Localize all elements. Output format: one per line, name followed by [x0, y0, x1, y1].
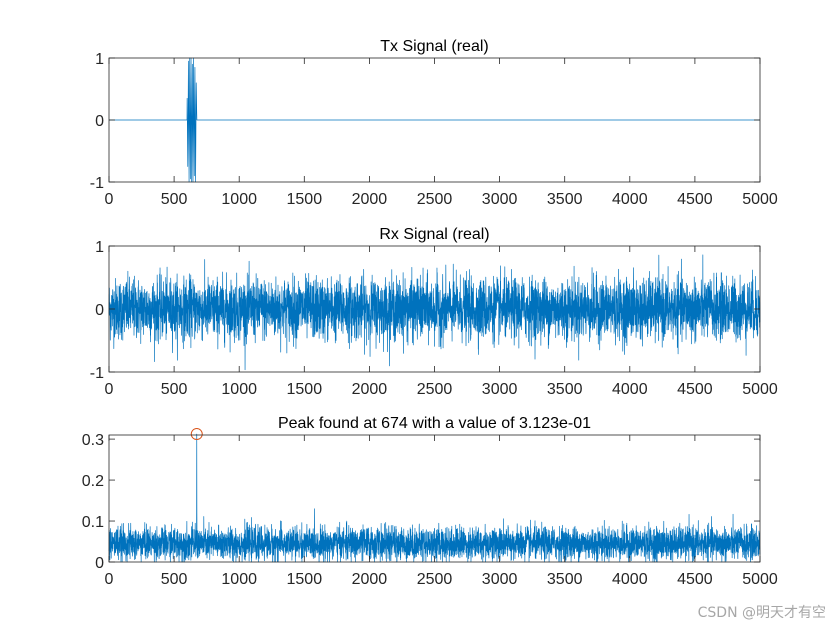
y-tick-label: 0 — [95, 113, 104, 130]
x-tick-label: 1000 — [221, 381, 257, 398]
x-tick-label: 1500 — [287, 571, 323, 588]
x-tick-label: 1500 — [287, 191, 323, 208]
y-tick-label: 1 — [95, 239, 104, 256]
x-tick-label: 2000 — [352, 381, 388, 398]
x-tick-label: 2000 — [352, 571, 388, 588]
x-tick-label: 0 — [105, 381, 114, 398]
series-line — [108, 254, 761, 371]
y-tick-label: 0.3 — [82, 432, 104, 449]
x-tick-label: 3500 — [547, 191, 583, 208]
x-tick-label: 0 — [105, 191, 114, 208]
correlation-axes: 0 500 1000 1500 2000 2500 3000 3500 4000 4500 5000… — [82, 415, 778, 588]
watermark: CSDN @明天才有空 — [697, 605, 826, 621]
y-tick-label: 0 — [95, 302, 104, 319]
rx-signal-axes: 0 500 1000 1500 2000 2500 3000 3500 4000 4500 5000… — [90, 226, 778, 398]
y-tick-label: 0.1 — [82, 514, 104, 531]
series-line — [109, 57, 760, 183]
x-tick-label: 500 — [161, 381, 188, 398]
x-tick-label: 2500 — [417, 191, 453, 208]
y-tick-label: 0.2 — [82, 473, 104, 490]
axes-title: Peak found at 674 with a value of 3.123e… — [278, 415, 591, 432]
x-tick-label: 2000 — [352, 191, 388, 208]
x-tick-label: 4500 — [677, 191, 713, 208]
x-tick-label: 3500 — [547, 381, 583, 398]
x-tick-label: 2500 — [417, 381, 453, 398]
x-tick-label: 1000 — [221, 191, 257, 208]
x-tick-label: 2500 — [417, 571, 453, 588]
x-tick-label: 1500 — [287, 381, 323, 398]
x-tick-label: 3000 — [482, 191, 518, 208]
x-tick-label: 5000 — [742, 191, 778, 208]
x-tick-label: 500 — [161, 191, 188, 208]
x-tick-label: 1000 — [221, 571, 257, 588]
y-tick-label: 0 — [95, 555, 104, 572]
x-tick-label: 4000 — [612, 571, 648, 588]
axes-title: Rx Signal (real) — [379, 226, 489, 243]
tx-signal-axes: 0 500 1000 1500 2000 2500 3000 3500 4000 4500 5000… — [90, 38, 778, 208]
x-tick-label: 4500 — [677, 571, 713, 588]
y-tick-label: 1 — [95, 51, 104, 68]
y-tick-label: -1 — [90, 175, 104, 192]
x-tick-label: 3000 — [482, 571, 518, 588]
y-tick-label: -1 — [90, 365, 104, 382]
x-tick-label: 4500 — [677, 381, 713, 398]
x-tick-label: 4000 — [612, 381, 648, 398]
x-tick-label: 500 — [161, 571, 188, 588]
x-tick-label: 5000 — [742, 571, 778, 588]
x-tick-label: 5000 — [742, 381, 778, 398]
axes-title: Tx Signal (real) — [380, 38, 488, 55]
x-tick-label: 0 — [105, 571, 114, 588]
series-line — [108, 433, 761, 563]
x-tick-label: 3000 — [482, 381, 518, 398]
x-tick-label: 3500 — [547, 571, 583, 588]
peak-marker — [190, 428, 203, 441]
x-tick-label: 4000 — [612, 191, 648, 208]
